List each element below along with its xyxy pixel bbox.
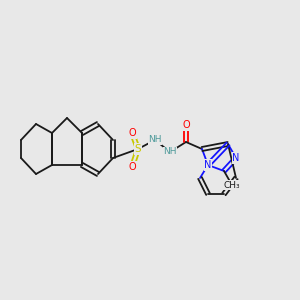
Text: S: S bbox=[135, 144, 141, 154]
Text: N: N bbox=[204, 160, 212, 170]
Text: NH: NH bbox=[163, 148, 177, 157]
Text: O: O bbox=[128, 162, 136, 172]
Text: NH: NH bbox=[148, 136, 162, 145]
Text: O: O bbox=[128, 128, 136, 138]
Text: CH₃: CH₃ bbox=[224, 181, 240, 190]
Text: N: N bbox=[232, 153, 240, 163]
Text: O: O bbox=[182, 120, 190, 130]
